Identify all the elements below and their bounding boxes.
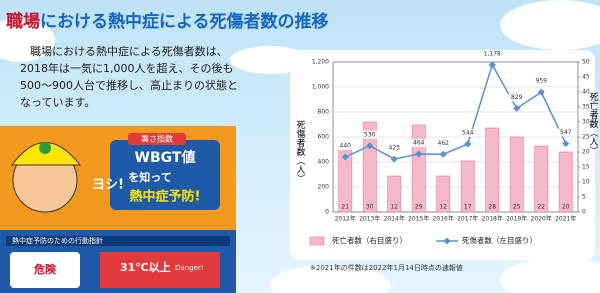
bar-value-label: 12 <box>439 204 447 211</box>
bar-value-label: 21 <box>341 204 349 211</box>
title-rest: における熱中症による死傷者数の推移 <box>40 11 329 32</box>
y2-tick-label: 40 <box>582 89 590 96</box>
legend-label: 死傷者数（左目盛り） <box>462 235 537 245</box>
bar-value-label: 25 <box>513 204 521 211</box>
page: 職場における熱中症による死傷者数の推移 職場における熱中症による死傷者数は、 20… <box>0 0 600 293</box>
y-tick-label: 800 <box>318 109 330 116</box>
y2-tick-label: 35 <box>582 104 590 111</box>
y2-tick-label: 5 <box>582 194 586 201</box>
line-value-label: 423 <box>389 145 401 152</box>
bar <box>486 128 499 212</box>
poster-shout: ヨシ! <box>92 178 124 193</box>
x-tick-label: 2020年 <box>531 215 552 223</box>
y2-tick-label: 45 <box>582 74 590 81</box>
line-value-label: 530 <box>364 131 376 138</box>
paragraph-line: 500〜900人台で推移し、高止まりの状態と <box>20 78 238 92</box>
line-value-label: 464 <box>413 140 425 147</box>
y2-tick-label: 10 <box>582 179 590 186</box>
line-value-label: 959 <box>536 78 548 85</box>
bar-value-label: 17 <box>464 204 472 211</box>
y2-tick-label: 20 <box>582 149 590 156</box>
y2-tick-label: 0 <box>582 209 586 216</box>
poster-temp: 31℃以上 <box>120 260 171 274</box>
bar <box>535 146 548 212</box>
line-value-label: 829 <box>511 94 523 101</box>
poster-danger: Danger! <box>175 264 204 272</box>
line-value-label: 544 <box>462 130 474 137</box>
x-tick-label: 2017年 <box>457 215 478 223</box>
bar-value-label: 29 <box>415 204 423 211</box>
x-tick-label: 2013年 <box>359 215 380 223</box>
y-tick-label: 0 <box>325 209 329 216</box>
y-tick-label: 400 <box>318 159 330 166</box>
line-value-label: 547 <box>560 129 572 136</box>
y2-tick-label: 15 <box>582 164 590 171</box>
paragraph-line: なっています。 <box>20 96 95 109</box>
paragraph-line: 2018年は一気に1,000人を超え、その後も <box>20 61 233 75</box>
poster-badge: 暑さ指数 <box>141 134 173 144</box>
x-tick-label: 2012年 <box>335 215 356 223</box>
x-tick-label: 2018年 <box>482 215 503 223</box>
bar-value-label: 30 <box>366 204 374 211</box>
bar <box>412 125 425 212</box>
title: 職場における熱中症による死傷者数の推移 <box>6 11 329 32</box>
poster-guide: 熱中症予防のための行動指針 <box>12 236 103 245</box>
poster: 暑さ指数 WBGT値 を知って 熱中症予防! ヨシ! 熱中症予防のための行動指針… <box>0 126 236 293</box>
line-value-label: 1,178 <box>484 50 501 57</box>
x-tick-label: 2016年 <box>433 215 454 223</box>
x-tick-label: 2015年 <box>408 215 429 223</box>
y2-tick-label: 50 <box>582 59 590 66</box>
x-tick-label: 2021年 <box>555 215 576 223</box>
y2-tick-label: 25 <box>582 134 590 141</box>
bar-value-label: 22 <box>537 204 545 211</box>
bar-value-label: 12 <box>390 204 398 211</box>
note: ※2021年の件数は2022年1月14日時点の速報値 <box>310 263 463 272</box>
bar-value-label: 20 <box>562 204 570 211</box>
legend-label: 死亡者数（右目盛り） <box>332 235 407 245</box>
x-tick-label: 2014年 <box>384 215 405 223</box>
line-value-label: 462 <box>438 140 450 147</box>
poster-sign: WBGT値 <box>135 149 196 166</box>
poster-level: 危険 <box>33 262 57 276</box>
title-red: 職場 <box>6 11 40 32</box>
y-tick-label: 600 <box>318 134 330 141</box>
poster-line1: を知って <box>128 170 171 184</box>
line-value-label: 440 <box>340 143 352 150</box>
bar-value-label: 28 <box>488 204 496 211</box>
y2-tick-label: 30 <box>582 119 590 126</box>
y-axis-title: 死傷者数（人） <box>295 120 306 183</box>
y-tick-label: 1,200 <box>312 59 329 66</box>
x-tick-label: 2019年 <box>506 215 527 223</box>
y-tick-label: 200 <box>318 184 330 191</box>
paragraph-line: 職場における熱中症による死傷者数は、 <box>30 44 228 58</box>
poster-line2: 熱中症予防! <box>130 189 201 205</box>
legend-swatch <box>310 237 324 245</box>
y-tick-label: 1,000 <box>312 84 329 91</box>
bar <box>510 137 523 212</box>
